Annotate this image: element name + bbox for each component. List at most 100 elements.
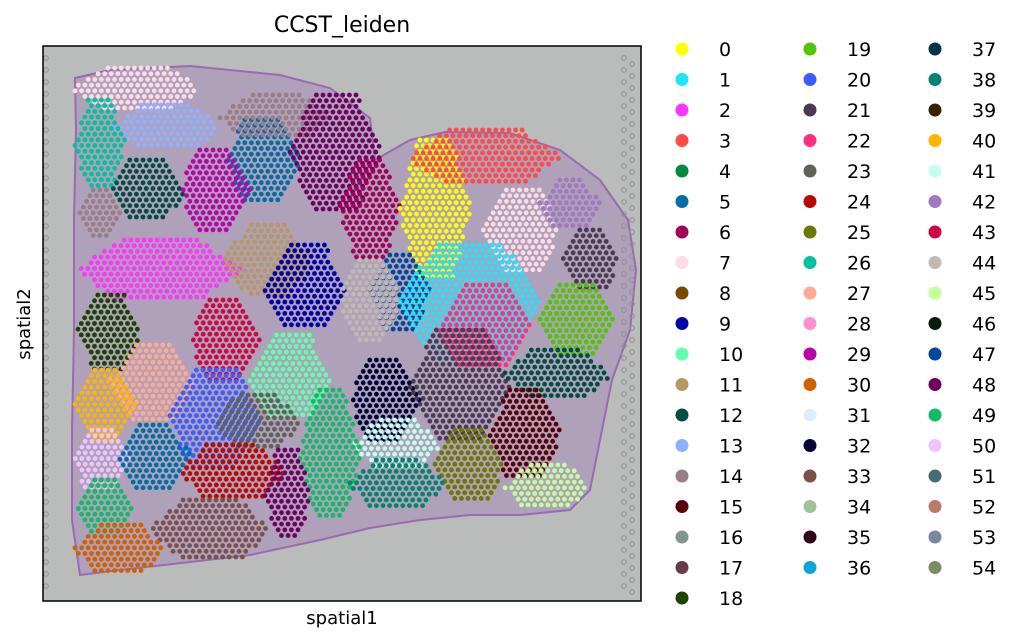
spot — [464, 282, 469, 288]
spot — [220, 390, 226, 396]
spot — [370, 157, 376, 163]
spot — [308, 265, 314, 271]
spot — [210, 303, 216, 309]
spot — [445, 450, 451, 456]
spot — [249, 234, 254, 239]
spot — [567, 311, 573, 316]
spot — [223, 303, 229, 309]
spot — [118, 254, 124, 260]
spot — [506, 322, 512, 328]
spot — [288, 234, 294, 239]
spot — [242, 163, 248, 169]
spot — [92, 120, 98, 126]
spot — [90, 199, 96, 204]
spot — [307, 344, 312, 349]
spot — [105, 131, 111, 137]
spot — [290, 361, 296, 366]
spot — [174, 82, 180, 88]
spot — [607, 278, 612, 284]
spot — [217, 277, 223, 283]
spot — [417, 217, 423, 223]
spot — [204, 227, 209, 233]
spot — [347, 197, 353, 203]
spot — [540, 410, 546, 416]
spot — [86, 467, 91, 473]
spot — [184, 407, 189, 413]
spot — [526, 305, 532, 311]
spot — [79, 467, 85, 473]
spot — [95, 82, 101, 88]
spot — [517, 187, 522, 193]
spot — [285, 293, 291, 299]
spot — [500, 311, 506, 316]
spot — [267, 378, 273, 383]
spot — [153, 451, 159, 456]
spot — [480, 350, 485, 356]
spot — [184, 243, 190, 249]
spot — [370, 269, 376, 274]
spot — [78, 321, 84, 326]
spot — [503, 362, 509, 368]
spot — [178, 114, 184, 119]
spot — [393, 220, 399, 226]
spot — [302, 276, 307, 282]
spot — [418, 451, 424, 457]
spot — [447, 188, 452, 194]
spot — [197, 430, 203, 436]
spot — [590, 211, 596, 217]
spot — [453, 139, 459, 144]
spot — [272, 404, 277, 409]
spot — [187, 413, 193, 418]
spot — [300, 149, 306, 155]
spot — [600, 256, 606, 261]
spot — [139, 136, 144, 142]
spot — [440, 430, 446, 435]
spot — [268, 140, 274, 146]
spot — [85, 390, 91, 396]
spot — [204, 216, 209, 221]
spot — [525, 364, 531, 370]
spot — [568, 381, 574, 387]
spot — [347, 186, 353, 191]
spot — [558, 376, 564, 381]
spot — [610, 261, 616, 267]
spot — [217, 360, 223, 366]
spot — [553, 421, 559, 427]
spot — [527, 238, 532, 244]
spot — [546, 161, 551, 167]
spot — [544, 305, 549, 311]
spot — [440, 373, 446, 378]
spot — [258, 415, 264, 421]
spot — [424, 390, 429, 396]
spot — [433, 211, 439, 217]
cluster-region-44 — [340, 257, 399, 343]
spot — [595, 370, 600, 376]
spot — [407, 316, 413, 322]
spot — [440, 361, 446, 367]
spot — [105, 97, 111, 103]
spot — [450, 183, 456, 189]
spot — [510, 339, 515, 345]
spot — [92, 433, 98, 439]
spot — [128, 249, 134, 254]
spot — [433, 177, 439, 183]
spot — [555, 381, 561, 387]
spot — [127, 191, 133, 197]
spot — [197, 373, 203, 379]
spot — [155, 71, 160, 77]
spot — [547, 444, 552, 450]
spot — [510, 294, 515, 299]
spot — [364, 257, 369, 263]
spot — [112, 456, 118, 461]
spot — [470, 133, 476, 139]
spot — [532, 479, 538, 485]
spot — [220, 367, 226, 373]
spot — [232, 262, 238, 268]
spot — [367, 263, 373, 269]
spot — [158, 136, 164, 142]
spot — [554, 288, 559, 294]
spot — [92, 367, 98, 373]
spot — [177, 456, 182, 462]
spot — [252, 426, 257, 432]
spot — [486, 161, 492, 167]
